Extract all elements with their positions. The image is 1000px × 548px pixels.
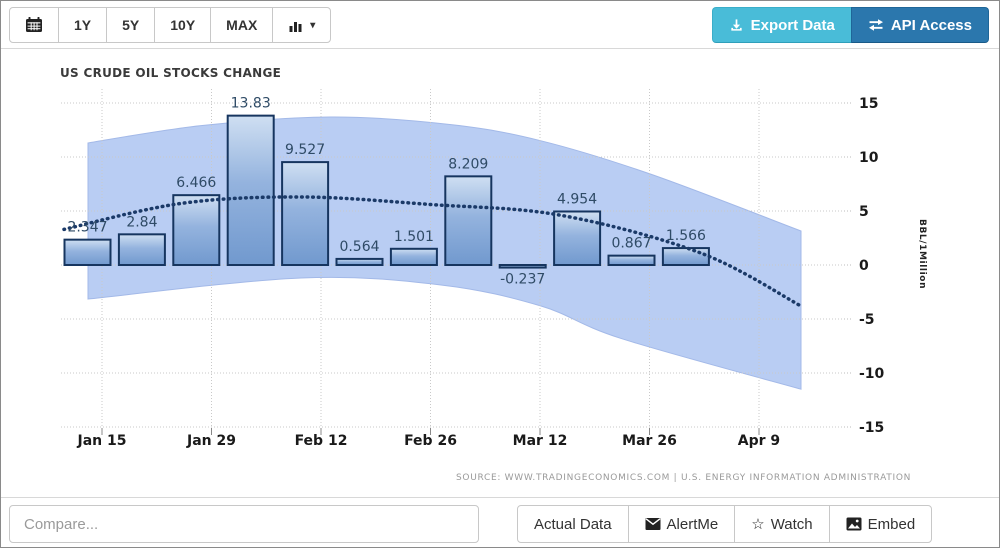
chart-type-button[interactable]: ▾	[272, 7, 332, 43]
y-tick-label-0: 15	[859, 96, 878, 112]
range-10y-label: 10Y	[170, 17, 196, 33]
embed-button[interactable]: Embed	[828, 505, 933, 543]
range-max-label: MAX	[226, 17, 258, 33]
actual-data-label: Actual Data	[534, 515, 612, 533]
x-tick-label-0: Jan 15	[77, 433, 127, 449]
bar-0[interactable]	[63, 238, 112, 267]
bar-value-label-7: 8.209	[448, 156, 488, 172]
bar-value-label-2: 6.466	[176, 175, 216, 191]
bar-9[interactable]	[553, 210, 602, 266]
embed-label: Embed	[867, 515, 916, 533]
bar-value-label-4: 9.527	[285, 142, 325, 158]
range-button-group: 1Y 5Y 10Y MAX ▾	[9, 7, 332, 43]
range-max-button[interactable]: MAX	[210, 7, 274, 43]
chart-title: US CRUDE OIL STOCKS CHANGE	[60, 66, 282, 80]
bar-4[interactable]	[281, 161, 330, 266]
watch-label: Watch	[770, 515, 813, 533]
bar-1[interactable]	[117, 233, 166, 267]
calendar-icon	[26, 17, 42, 32]
y-tick-label-3: 0	[859, 258, 869, 274]
bar-8[interactable]	[498, 264, 547, 269]
source-attribution: SOURCE: WWW.TRADINGECONOMICS.COM | U.S. …	[456, 473, 912, 483]
y-tick-label-4: -5	[859, 312, 875, 328]
bar-value-label-5: 0.564	[339, 239, 379, 255]
bar-value-label-1: 2.84	[126, 214, 157, 230]
range-5y-button[interactable]: 5Y	[106, 7, 156, 43]
bar-7[interactable]	[444, 175, 493, 266]
top-toolbar: 1Y 5Y 10Y MAX ▾ Export Data	[1, 1, 999, 49]
export-data-label: Export Data	[750, 16, 835, 34]
watch-button[interactable]: ☆ Watch	[734, 505, 830, 543]
export-button-group: Export Data API Access	[711, 7, 989, 43]
bar-11[interactable]	[661, 247, 710, 267]
y-tick-label-5: -10	[859, 366, 885, 382]
bar-value-label-6: 1.501	[394, 229, 434, 245]
alertme-button[interactable]: AlertMe	[627, 505, 736, 543]
compare-input[interactable]	[9, 505, 479, 543]
actual-data-button[interactable]: Actual Data	[517, 505, 629, 543]
bar-10[interactable]	[607, 254, 656, 266]
bar-value-label-3: 13.83	[231, 96, 271, 112]
bar-value-label-8: -0.237	[500, 272, 545, 288]
bar-value-label-9: 4.954	[557, 191, 597, 207]
star-icon: ☆	[751, 515, 765, 533]
bar-2[interactable]	[172, 194, 221, 267]
trend-line	[62, 195, 803, 308]
y-axis-unit-label: BBL/1Million	[917, 219, 927, 290]
range-5y-label: 5Y	[122, 17, 140, 33]
bar-6[interactable]	[389, 247, 438, 266]
x-tick-label-5: Mar 26	[622, 433, 677, 449]
api-access-label: API Access	[890, 16, 972, 34]
api-access-button[interactable]: API Access	[850, 7, 989, 43]
envelope-icon	[645, 518, 661, 530]
range-1y-button[interactable]: 1Y	[58, 7, 108, 43]
x-tick-label-4: Mar 12	[513, 433, 568, 449]
x-tick-label-3: Feb 26	[404, 433, 457, 449]
y-tick-label-2: 5	[859, 204, 869, 220]
y-tick-label-6: -15	[859, 420, 884, 436]
footer-button-group: Actual Data AlertMe ☆ Watch Embed	[517, 505, 933, 543]
bar-3[interactable]	[226, 114, 275, 266]
x-tick-label-2: Feb 12	[295, 433, 348, 449]
bar-chart-icon	[289, 21, 302, 32]
chart-panel: US CRUDE OIL STOCKS CHANGE 2.347 2.84 6.46…	[1, 49, 999, 497]
bar-value-label-11: 1.566	[666, 228, 706, 244]
footer-bar: Actual Data AlertMe ☆ Watch Embed	[1, 497, 999, 547]
api-arrows-icon	[868, 19, 883, 31]
bar-value-label-0: 2.347	[67, 220, 107, 236]
x-tick-label-6: Apr 9	[738, 433, 780, 449]
y-tick-label-1: 10	[859, 150, 879, 166]
chevron-down-icon: ▾	[310, 19, 316, 31]
bar-5[interactable]	[335, 257, 384, 266]
chart-canvas: 2.347 2.84 6.466 13.83 9.527 0.564 1.501 8.209 -…	[61, 89, 885, 449]
range-10y-button[interactable]: 10Y	[154, 7, 212, 43]
bar-value-label-10: 0.867	[611, 236, 651, 252]
x-tick-label-1: Jan 29	[186, 433, 236, 449]
calendar-button[interactable]	[9, 7, 59, 43]
range-1y-label: 1Y	[74, 17, 92, 33]
alertme-label: AlertMe	[666, 515, 719, 533]
export-data-button[interactable]: Export Data	[711, 7, 852, 43]
download-icon	[730, 18, 742, 31]
image-icon	[846, 517, 862, 531]
